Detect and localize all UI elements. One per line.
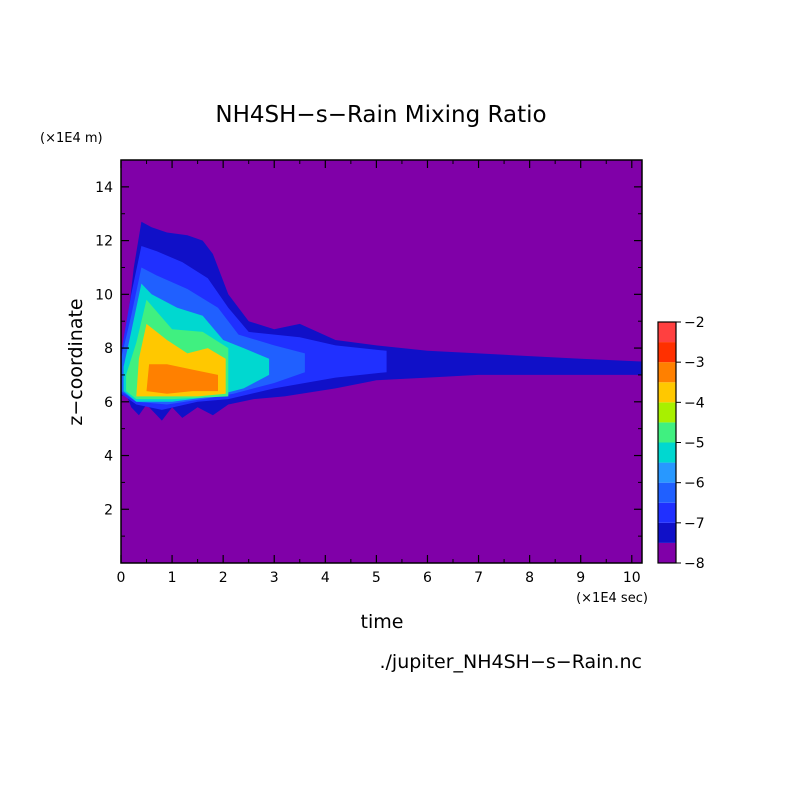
x-unit-label: (×1E4 sec) xyxy=(576,591,648,606)
x-axis: 0 1 2 3 4 5 6 7 8 9 10 xyxy=(117,160,641,586)
colorbar-swatch xyxy=(658,442,676,463)
colorbar-label: −5 xyxy=(684,436,705,452)
x-tick-label: 3 xyxy=(270,570,279,586)
colorbar-swatch xyxy=(658,462,676,483)
colorbar-swatch xyxy=(658,482,676,503)
y-tick-label: 8 xyxy=(104,341,113,357)
x-tick-label: 10 xyxy=(623,570,641,586)
y-tick-label: 14 xyxy=(95,180,113,196)
contour-region-6 xyxy=(146,364,218,394)
y-axis: 2 4 6 8 10 12 14 xyxy=(95,180,642,537)
colorbar-swatch xyxy=(658,382,676,403)
y-tick-label: 10 xyxy=(95,287,113,303)
y-tick-label: 6 xyxy=(104,395,113,411)
colorbar-label: −4 xyxy=(684,395,705,411)
x-tick-label: 0 xyxy=(117,570,126,586)
colorbar-label: −6 xyxy=(684,476,705,492)
colorbar-swatch xyxy=(658,422,676,443)
colorbar-swatch xyxy=(658,322,676,343)
x-tick-label: 1 xyxy=(168,570,177,586)
source-file-label: ./jupiter_NH4SH−s−Rain.nc xyxy=(379,651,642,673)
x-tick-label: 7 xyxy=(474,570,483,586)
y-unit-label: (×1E4 m) xyxy=(40,131,103,146)
colorbar-swatch xyxy=(658,362,676,383)
colorbar-swatch xyxy=(658,542,676,563)
x-tick-label: 6 xyxy=(423,570,432,586)
colorbar-swatch xyxy=(658,502,676,523)
x-axis-label: time xyxy=(361,611,404,633)
y-tick-label: 4 xyxy=(104,449,113,465)
y-tick-label: 12 xyxy=(95,234,113,250)
colorbar: −2 −3 −4 −5 −6 −7 −8 xyxy=(657,315,705,572)
chart-title: NH4SH−s−Rain Mixing Ratio xyxy=(215,102,546,128)
y-axis-label: z−coordinate xyxy=(65,298,87,425)
colorbar-swatch xyxy=(658,342,676,363)
x-tick-label: 5 xyxy=(372,570,381,586)
colorbar-label: −2 xyxy=(684,315,705,331)
colorbar-label: −8 xyxy=(684,556,705,572)
colorbar-label: −7 xyxy=(684,516,705,532)
colorbar-swatch xyxy=(658,522,676,543)
colorbar-swatch xyxy=(658,402,676,423)
plot-frame xyxy=(120,159,643,564)
x-tick-label: 8 xyxy=(525,570,534,586)
x-tick-label: 9 xyxy=(576,570,585,586)
colorbar-label: −3 xyxy=(684,355,705,371)
x-tick-label: 2 xyxy=(219,570,228,586)
contour-regions xyxy=(121,221,642,421)
y-tick-label: 2 xyxy=(104,502,113,518)
x-tick-label: 4 xyxy=(321,570,330,586)
